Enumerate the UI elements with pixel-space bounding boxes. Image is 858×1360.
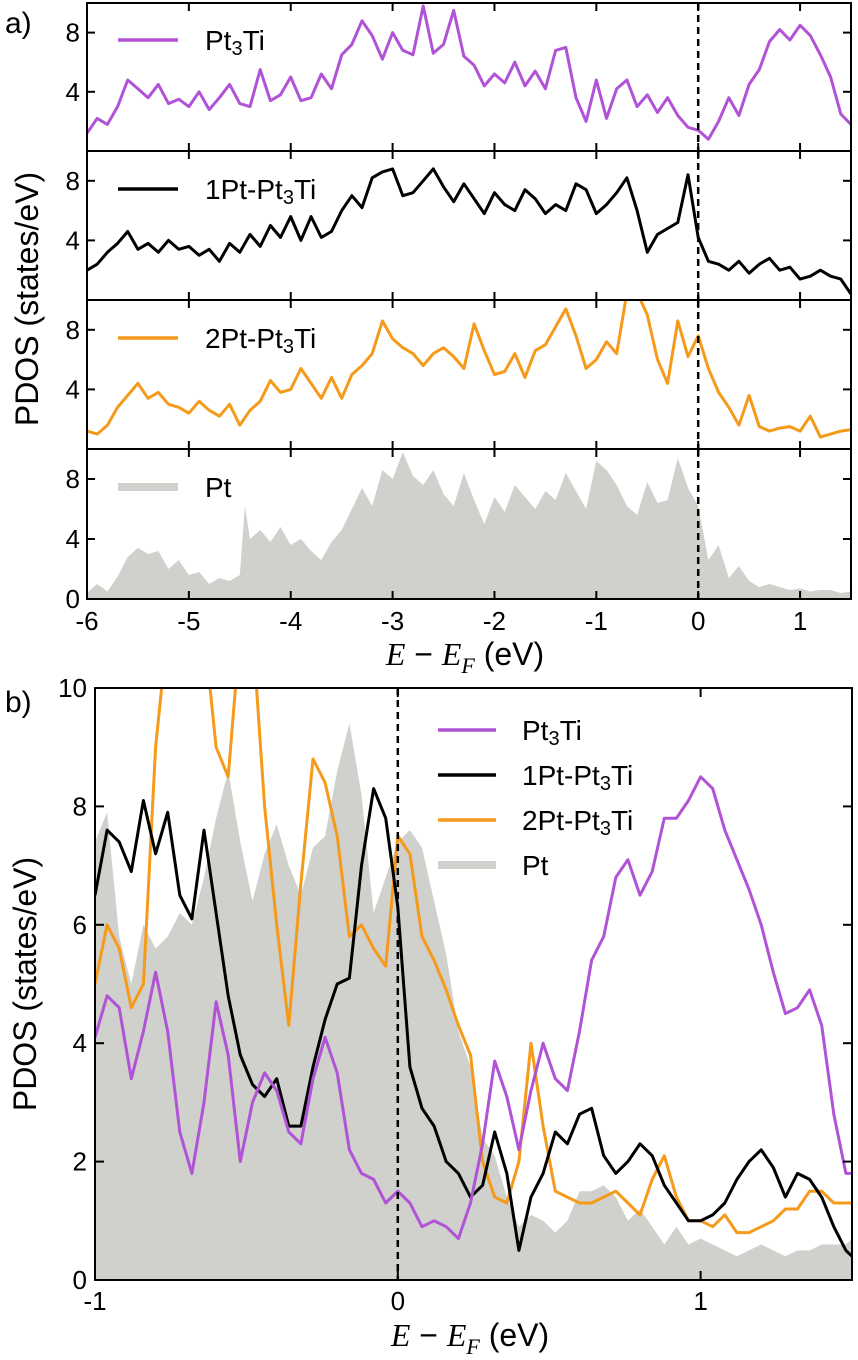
panel-a-xtick-label: -6 [75,606,98,636]
panel-a-xtick-label: -5 [177,606,200,636]
subplot-0-ytick-label: 8 [66,18,80,48]
subplot-1-line [87,167,851,295]
subplot-2-line [87,300,851,439]
subplot-2-ytick-label: 4 [66,374,80,404]
panel-b-xtick-label: 1 [693,1286,707,1316]
panel-a: 4 8 Pt3Ti 4 8 1Pt-Pt3Ti 4 8 2Pt-Pt3Ti 0 4 8 Pt -6 -5 -4… [66,2,852,636]
panel-b-xtick-label: 0 [391,1286,405,1316]
subplot-2-frame [86,299,852,450]
subplot-0-ytick-label: 4 [66,77,80,107]
subplot-1-ytick-label: 4 [66,225,80,255]
panel-b-ytick-label: 10 [58,673,87,703]
subplot-2-legend-label: 2Pt-Pt3Ti [205,323,316,358]
subplot-2-ytick-label: 8 [66,315,80,345]
panel-a-label: a) [5,7,32,40]
panel-a-ylabel: PDOS (states/eV) [9,172,45,426]
series-3-area [95,723,852,1280]
subplot-3-legend-label: Pt [205,472,232,503]
panel-b-ytick-label: 2 [73,1147,87,1177]
subplot-3-frame [86,448,852,600]
subplot-3-ytick-label: 8 [66,464,80,494]
subplot-0-frame [86,2,852,152]
subplot-0-plot [87,4,851,141]
panel-b-ytick-label: 6 [73,910,87,940]
panel-b-label: b) [5,686,32,719]
subplot-1-frame [86,150,852,301]
subplot-1-plot [87,167,851,295]
panel-b-ytick-label: 8 [73,791,87,821]
series-0-line [95,775,852,1241]
subplot-3-plot [87,452,851,599]
subplot-1-ytick-label: 8 [66,166,80,196]
subplot-3-ytick-label: 4 [66,524,80,554]
series-1-line [95,787,852,1258]
subplot-1-legend-label: 1Pt-Pt3Ti [205,174,316,209]
legend-label-2: 2Pt-Pt3Ti [522,805,633,840]
panel-a-xtick-label: -3 [381,606,404,636]
panel-b-ytick-label: 4 [73,1028,87,1058]
subplot-2-plot [87,300,851,439]
legend-label-3: Pt [522,850,549,881]
panel-b-ytick-label: 0 [73,1265,87,1295]
panel-a-xtick-label: 1 [793,606,807,636]
subplot-3-ytick-label: 0 [66,584,80,614]
subplot-0-line [87,4,851,141]
panel-b-frame [94,687,853,1281]
panel-a-xtick-label: -4 [279,606,302,636]
panel-b-plot [95,688,852,1280]
panel-b-ylabel: PDOS (states/eV) [7,857,43,1111]
legend-label-0: Pt3Ti [522,715,582,750]
panel-a-xtick-label: 0 [691,606,705,636]
series-2-line [95,688,852,1235]
legend-label-1: 1Pt-Pt3Ti [522,760,633,795]
subplot-3-area [87,452,851,599]
panel-b-xlabel: E − EF (eV) [390,1317,549,1359]
subplot-0-legend-label: Pt3Ti [205,25,265,60]
panel-a-xtick-label: -1 [585,606,608,636]
panel-a-xlabel: E − EF (eV) [385,636,544,678]
panel-b-xtick-label: -1 [83,1286,106,1316]
panel-a-xtick-label: -2 [483,606,506,636]
